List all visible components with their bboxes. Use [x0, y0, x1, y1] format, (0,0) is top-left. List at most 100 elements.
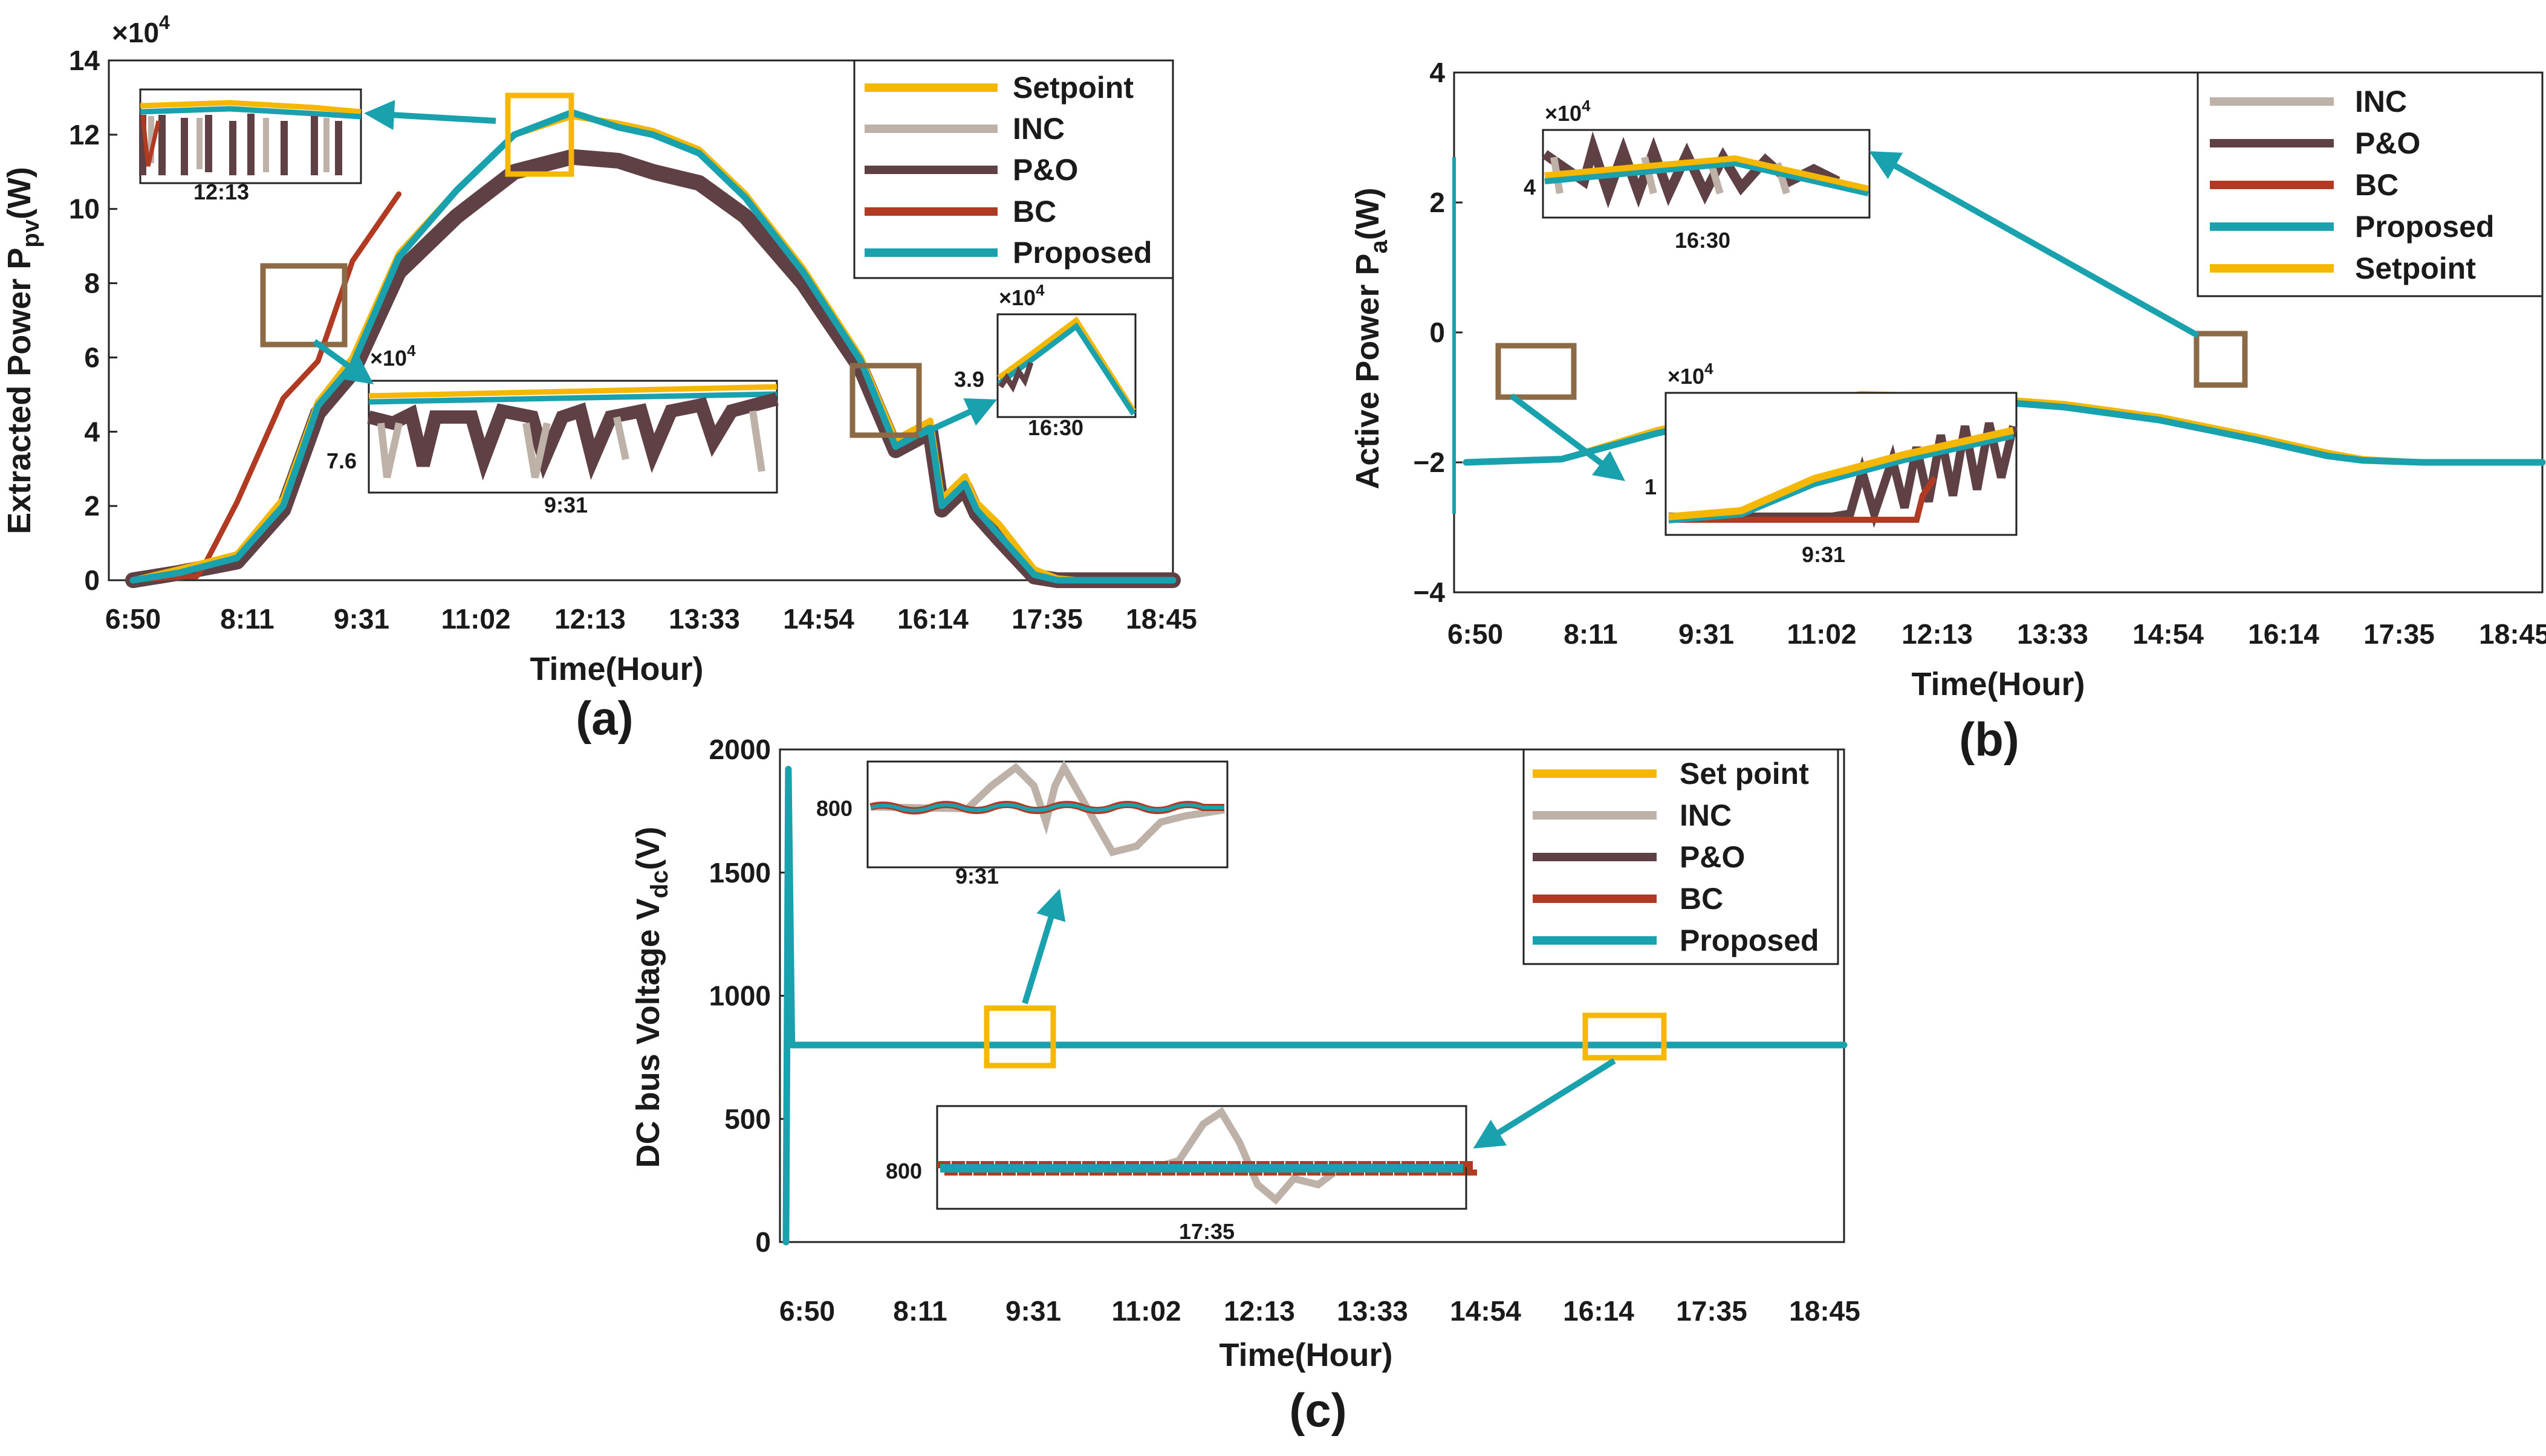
x-tick-c: 8:11 [893, 1295, 947, 1327]
arrow-12-13 [364, 100, 496, 131]
x-tick-c: 17:35 [1676, 1295, 1747, 1327]
y-tick-b: 2 [1429, 187, 1445, 218]
inset-label-17-35-c: 17:35 [1179, 1219, 1235, 1244]
x-tick-c: 9:31 [1005, 1295, 1061, 1327]
x-tick-b: 6:50 [1447, 618, 1503, 650]
x-ticks-c: 6:50 8:11 9:31 11:02 12:13 13:33 14:54 16:14 17:… [779, 1295, 1860, 1327]
series-a-bc [130, 191, 402, 583]
x-tick-b: 14:54 [2132, 618, 2204, 650]
x-ticks-a: 6:50 8:11 9:31 11:02 12:13 13:33 14:54 16:14 17:… [105, 603, 1197, 635]
legend-c-po: P&O [1680, 840, 1745, 874]
legend-c: Set point INC P&O BC Proposed [1522, 748, 1839, 965]
panel-label-c: (c) [1289, 1383, 1346, 1437]
x-axis-label-a: Time(Hour) [530, 651, 703, 687]
inset-label-9-31-c: 9:31 [955, 864, 999, 888]
x-tick-a: 18:45 [1126, 603, 1197, 635]
zoom-box-16-30-a [849, 363, 922, 438]
series-group-b [1463, 391, 2546, 466]
x-tick-c: 6:50 [779, 1295, 835, 1327]
y-multiplier-a: ×104 [112, 11, 170, 48]
y-ticks-b: −4 −2 0 2 4 [1414, 57, 1463, 608]
inset-label-12-13: 12:13 [193, 180, 249, 204]
panel-c: 0 500 1000 1500 2000 6:50 8:11 9:31 11:02 12:13 1… [630, 734, 1860, 1437]
inset-multiplier-9-31-a: ×104 [370, 341, 416, 370]
y-tick-b: −2 [1414, 447, 1445, 478]
inset-label-9-31-b: 9:31 [1802, 542, 1845, 567]
inset-16-30-a: 3.9 16:30 ×104 [954, 281, 1137, 440]
x-tick-b: 8:11 [1564, 618, 1618, 650]
y-axis-label-a: Extracted Power Ppv(W) [1, 167, 44, 534]
legend-a-inc: INC [1013, 112, 1065, 146]
y-tick-a: 2 [84, 490, 100, 522]
x-axis-label-c: Time(Hour) [1219, 1337, 1392, 1373]
y-tick-b: −4 [1414, 577, 1446, 608]
zoom-box-16-30-b [2194, 331, 2248, 388]
inset-value-16-30-a: 3.9 [954, 367, 984, 392]
inset-value-9-31-c: 800 [816, 796, 852, 821]
arrow-16-30-a [917, 398, 998, 438]
x-tick-b: 11:02 [1787, 618, 1856, 650]
legend-c-setpoint: Set point [1680, 757, 1809, 791]
panel-label-a: (a) [576, 691, 633, 745]
x-tick-a: 13:33 [669, 603, 740, 635]
x-tick-a: 9:31 [334, 603, 389, 635]
y-tick-a: 8 [84, 268, 100, 299]
inset-9-31-c: 800 9:31 [816, 760, 1229, 888]
series-group-a [125, 109, 1181, 588]
inset-multiplier-9-31-b: ×104 [1668, 360, 1713, 389]
inset-value-9-31-b: 1 [1645, 474, 1657, 499]
inset-label-16-30-a: 16:30 [1028, 415, 1083, 440]
x-tick-a: 17:35 [1012, 603, 1083, 635]
y-tick-a: 10 [69, 193, 100, 225]
y-tick-b: 4 [1429, 57, 1445, 88]
inset-9-31-b: 1 9:31 ×104 [1645, 360, 2018, 567]
zoom-box-12-13 [505, 92, 574, 177]
x-tick-c: 14:54 [1450, 1295, 1521, 1327]
legend-b-bc: BC [2355, 168, 2398, 202]
legend-b-setpoint: Setpoint [2355, 251, 2476, 285]
x-tick-c: 18:45 [1789, 1295, 1860, 1327]
x-tick-a: 8:11 [220, 603, 274, 635]
x-tick-a: 14:54 [783, 603, 854, 635]
x-tick-b: 18:45 [2479, 618, 2546, 650]
panel-a: 0 2 4 6 8 10 12 14 6:50 8:11 9:31 11:02 12:13 13:33 1… [1, 11, 1197, 745]
x-tick-c: 16:14 [1563, 1295, 1634, 1327]
y-axis-label-b: Active Power Pa(W) [1349, 187, 1392, 489]
y-tick-a: 14 [69, 45, 100, 76]
x-tick-a: 16:14 [897, 603, 969, 635]
x-tick-c: 11:02 [1111, 1295, 1181, 1327]
x-tick-b: 9:31 [1678, 618, 1734, 650]
x-ticks-b: 6:50 8:11 9:31 11:02 12:13 13:33 14:54 16:14 17:… [1447, 618, 2546, 650]
y-tick-a: 0 [84, 565, 100, 596]
x-tick-a: 6:50 [105, 603, 161, 635]
legend-c-proposed: Proposed [1680, 924, 1819, 957]
series-group-c [782, 766, 1848, 1246]
x-tick-b: 16:14 [2248, 618, 2319, 650]
series-c-proposed [782, 766, 1848, 1246]
inset-value-16-30-b: 4 [1524, 175, 1536, 199]
legend-a-setpoint: Setpoint [1013, 71, 1134, 105]
zoom-box-9-31-c [984, 1005, 1056, 1069]
panel-b: −4 −2 0 2 4 6:50 8:11 9:31 11:02 12:13 13:33 14:54… [1349, 57, 2546, 766]
plot-frame-a [108, 59, 1174, 581]
x-tick-b: 12:13 [1901, 618, 1973, 650]
arrow-17-35-c [1473, 1058, 1616, 1149]
y-axis-label-c: DC bus Voltage Vdc(V) [630, 827, 673, 1168]
y-tick-b: 0 [1429, 317, 1445, 348]
inset-multiplier-16-30-b: ×104 [1545, 97, 1591, 126]
panel-label-b: (b) [1959, 713, 2019, 766]
y-tick-a: 6 [84, 341, 100, 373]
legend-a: Setpoint INC P&O BC Proposed [853, 59, 1174, 279]
inset-label-9-31-a: 9:31 [544, 493, 588, 517]
inset-17-35-c: 800 17:35 [886, 1105, 1477, 1244]
inset-multiplier-16-30-a: ×104 [999, 281, 1045, 310]
zoom-box-9-31-a [260, 263, 348, 348]
y-ticks-a: 0 2 4 6 8 10 12 14 [69, 45, 117, 596]
x-tick-a: 11:02 [441, 603, 510, 635]
inset-12-13: 12:13 [139, 88, 362, 204]
y-ticks-c: 0 500 1000 1500 2000 [709, 734, 788, 1258]
y-tick-a: 12 [69, 119, 100, 150]
x-tick-b: 17:35 [2363, 618, 2435, 650]
series-a-proposed [129, 109, 1177, 584]
